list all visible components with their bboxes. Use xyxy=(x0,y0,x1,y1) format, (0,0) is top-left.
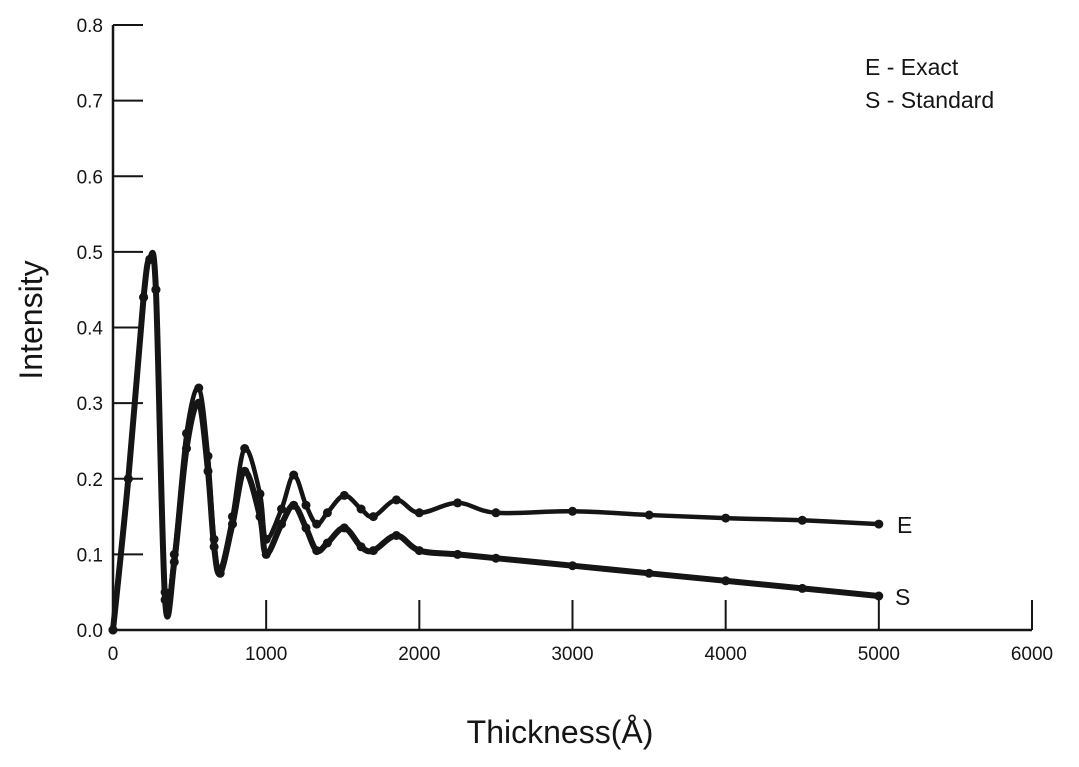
data-point-e xyxy=(194,383,204,393)
data-point-e xyxy=(414,508,424,518)
data-point-s xyxy=(215,568,225,578)
x-tick-label: 6000 xyxy=(1011,644,1053,665)
data-point-e xyxy=(240,444,250,453)
data-point-e xyxy=(644,510,654,520)
x-tick-label: 3000 xyxy=(551,644,593,665)
series-layer xyxy=(108,249,884,635)
data-point-s xyxy=(123,474,133,484)
data-point-e xyxy=(453,498,463,508)
data-point-e xyxy=(391,495,401,505)
data-point-s xyxy=(151,285,161,295)
y-tick-label: 0.3 xyxy=(77,394,103,415)
data-point-s xyxy=(289,500,299,510)
legend-entry-standard: S - Standard xyxy=(865,87,994,113)
series-line-s xyxy=(110,249,882,633)
series-label-e: E xyxy=(897,512,912,538)
y-tick-label: 0.4 xyxy=(77,319,104,340)
data-point-s xyxy=(203,466,213,476)
data-point-e xyxy=(301,500,311,510)
data-point-s xyxy=(182,444,191,453)
data-point-e xyxy=(721,513,731,523)
x-axis-title: Thickness(Å) xyxy=(467,714,654,750)
data-point-e xyxy=(339,490,349,500)
y-tick-label: 0.7 xyxy=(77,92,103,113)
data-point-e xyxy=(491,508,501,518)
data-point-s xyxy=(108,625,118,635)
data-point-s xyxy=(391,531,401,540)
data-point-s xyxy=(356,542,366,552)
series-label-s: S xyxy=(895,584,910,610)
data-point-e xyxy=(874,519,884,529)
data-point-e xyxy=(312,519,322,529)
axes: 0 1000 2000 3000 4000 5000 6000 0.0 0.1 0.2 0.3 0.4… xyxy=(77,16,1054,665)
data-point-s xyxy=(322,538,332,548)
data-point-s xyxy=(277,519,286,529)
x-tick-label: 4000 xyxy=(705,644,747,665)
data-point-s xyxy=(568,561,577,571)
x-tick-label: 2000 xyxy=(398,644,440,665)
data-point-s xyxy=(301,523,311,533)
data-point-s xyxy=(261,549,271,559)
data-point-e xyxy=(322,508,332,518)
data-point-s xyxy=(491,553,501,563)
data-point-s xyxy=(160,595,170,605)
data-point-s xyxy=(453,549,463,559)
data-point-e xyxy=(368,512,378,522)
data-point-s xyxy=(240,466,250,476)
data-point-s xyxy=(169,557,179,567)
labels-layer: Thickness(Å) Intensity E - Exact S - Sta… xyxy=(13,54,994,750)
x-tick-label: 0 xyxy=(108,644,119,665)
data-point-s xyxy=(339,523,349,533)
data-point-s xyxy=(139,292,149,302)
data-point-s xyxy=(209,542,219,552)
legend-entry-exact: E - Exact xyxy=(865,54,959,80)
data-point-s xyxy=(721,576,731,586)
y-tick-label: 0.1 xyxy=(77,545,103,566)
y-axis-title: Intensity xyxy=(13,260,49,379)
data-point-s xyxy=(644,568,654,578)
data-point-e xyxy=(568,506,577,516)
data-point-s xyxy=(228,519,237,529)
data-point-s xyxy=(368,546,378,556)
y-tick-label: 0.6 xyxy=(77,167,103,188)
data-point-e xyxy=(289,470,299,480)
data-point-s xyxy=(874,591,884,601)
y-tick-label: 0.5 xyxy=(77,243,103,264)
data-point-e xyxy=(356,504,366,514)
data-point-s xyxy=(145,254,155,264)
data-point-s xyxy=(414,546,424,556)
x-tick-label: 1000 xyxy=(245,644,287,665)
data-point-s xyxy=(194,398,204,408)
y-tick-label: 0.0 xyxy=(77,621,103,642)
y-tick-label: 0.2 xyxy=(77,470,103,491)
x-tick-label: 5000 xyxy=(858,644,900,665)
data-point-e xyxy=(797,515,807,525)
y-tick-label: 0.8 xyxy=(77,16,103,37)
data-point-s xyxy=(255,512,265,522)
data-point-e xyxy=(277,504,286,514)
data-point-s xyxy=(797,583,807,593)
data-point-s xyxy=(312,546,322,556)
